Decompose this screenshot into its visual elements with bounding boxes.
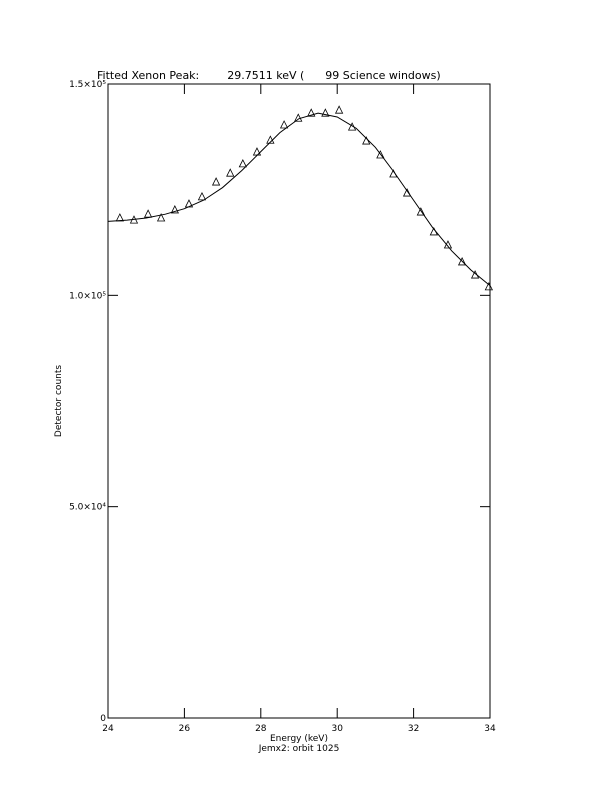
data-point xyxy=(334,105,344,114)
data-point xyxy=(238,158,247,168)
chart-title: Fitted Xenon Peak: 29.7511 keV ( 99 Scie… xyxy=(97,69,441,82)
data-point xyxy=(457,257,467,266)
x-tick-label: 24 xyxy=(102,724,114,734)
x-tick-label: 34 xyxy=(484,724,496,734)
data-point xyxy=(226,168,235,177)
data-point xyxy=(279,120,289,129)
data-point xyxy=(376,150,385,159)
data-point xyxy=(416,207,426,216)
data-point xyxy=(321,108,330,117)
data-point xyxy=(170,205,179,214)
x-tick-label: 30 xyxy=(331,724,343,734)
fit-line xyxy=(107,112,491,286)
data-point xyxy=(211,177,221,186)
x-tick-label: 28 xyxy=(255,724,267,734)
y-tick-label: 5.0×10⁴ xyxy=(69,503,106,513)
y-tick-label: 1.5×10⁵ xyxy=(69,80,106,90)
data-point xyxy=(484,281,494,291)
subtitle: Jemx2: orbit 1025 xyxy=(258,744,340,754)
y-tick-label: 1.0×10⁵ xyxy=(69,291,106,301)
data-point xyxy=(197,191,207,201)
y-tick-label: 0 xyxy=(100,714,106,724)
x-tick-label: 32 xyxy=(408,724,419,734)
x-tick-label: 26 xyxy=(179,724,191,734)
x-axis-label: Energy (keV) xyxy=(270,734,328,744)
data-point xyxy=(294,113,303,122)
plot-frame xyxy=(107,83,491,719)
data-point xyxy=(307,108,316,117)
data-point xyxy=(156,213,166,222)
y-axis-label: Detector counts xyxy=(54,365,64,437)
